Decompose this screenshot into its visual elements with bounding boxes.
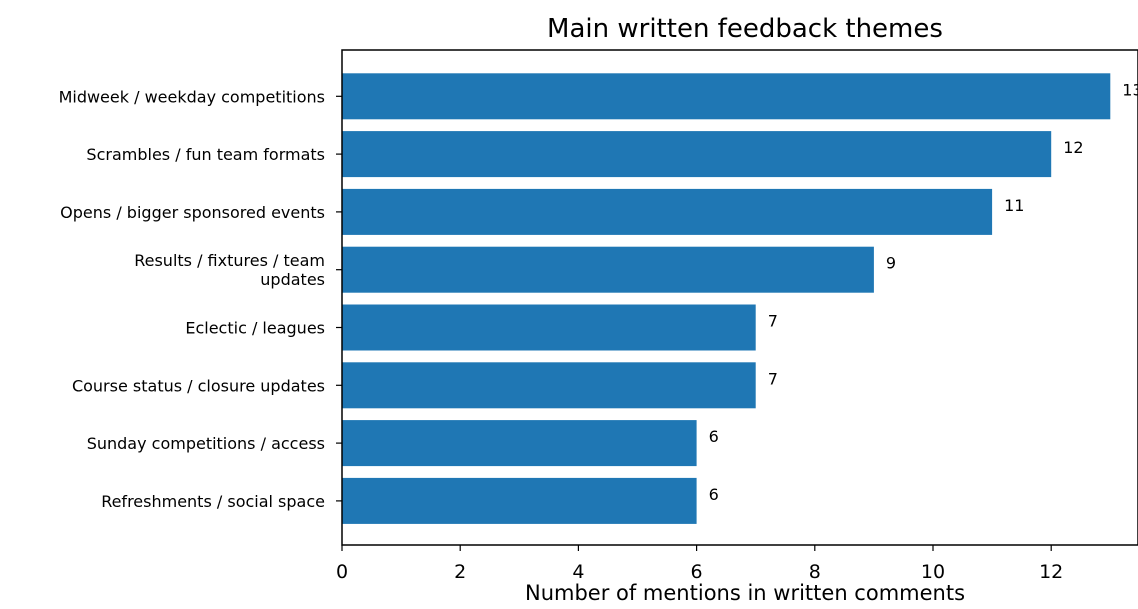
bar [342,131,1052,178]
category-label: Eclectic / leagues [185,319,325,338]
x-tick-label: 2 [454,561,466,583]
x-tick-label: 10 [921,561,945,583]
category-label: Midweek / weekday competitions [59,87,325,106]
bar [342,420,697,467]
x-tick-label: 12 [1039,561,1063,583]
bars-group [342,73,1111,524]
bar-value-label: 6 [709,485,719,504]
bar [342,304,756,351]
x-tick-label: 8 [809,561,821,583]
x-tick-label: 4 [572,561,584,583]
bar [342,362,756,409]
x-tick-label: 6 [691,561,703,583]
category-label: Refreshments / social space [101,492,325,511]
bar [342,477,697,524]
category-label: Course status / closure updates [72,376,325,395]
bar [342,73,1111,120]
category-label: Opens / bigger sponsored events [60,203,325,222]
x-axis-label: Number of mentions in written comments [525,581,965,605]
bar-value-label: 9 [886,254,896,273]
bar [342,188,993,235]
bar-value-label: 13 [1122,80,1138,99]
bar [342,246,874,293]
value-labels-group: 13 12 11 9 7 7 6 6 [709,80,1138,504]
bar-value-label: 6 [709,427,719,446]
bar-value-label: 11 [1004,196,1024,215]
bar-value-label: 7 [768,312,778,331]
chart-title: Main written feedback themes [547,14,943,44]
plot-frame [341,49,1138,546]
category-label: Results / fixtures / team updates [134,251,325,289]
category-label: Sunday competitions / access [87,434,325,453]
category-label: Scrambles / fun team formats [86,145,325,164]
bar-value-label: 12 [1063,138,1083,157]
x-tick-label: 0 [336,561,348,583]
x-axis: 0 2 4 6 8 10 12 [336,545,1063,583]
y-axis: Midweek / weekday competitions Scrambles … [59,87,342,511]
bar-value-label: 7 [768,369,778,388]
